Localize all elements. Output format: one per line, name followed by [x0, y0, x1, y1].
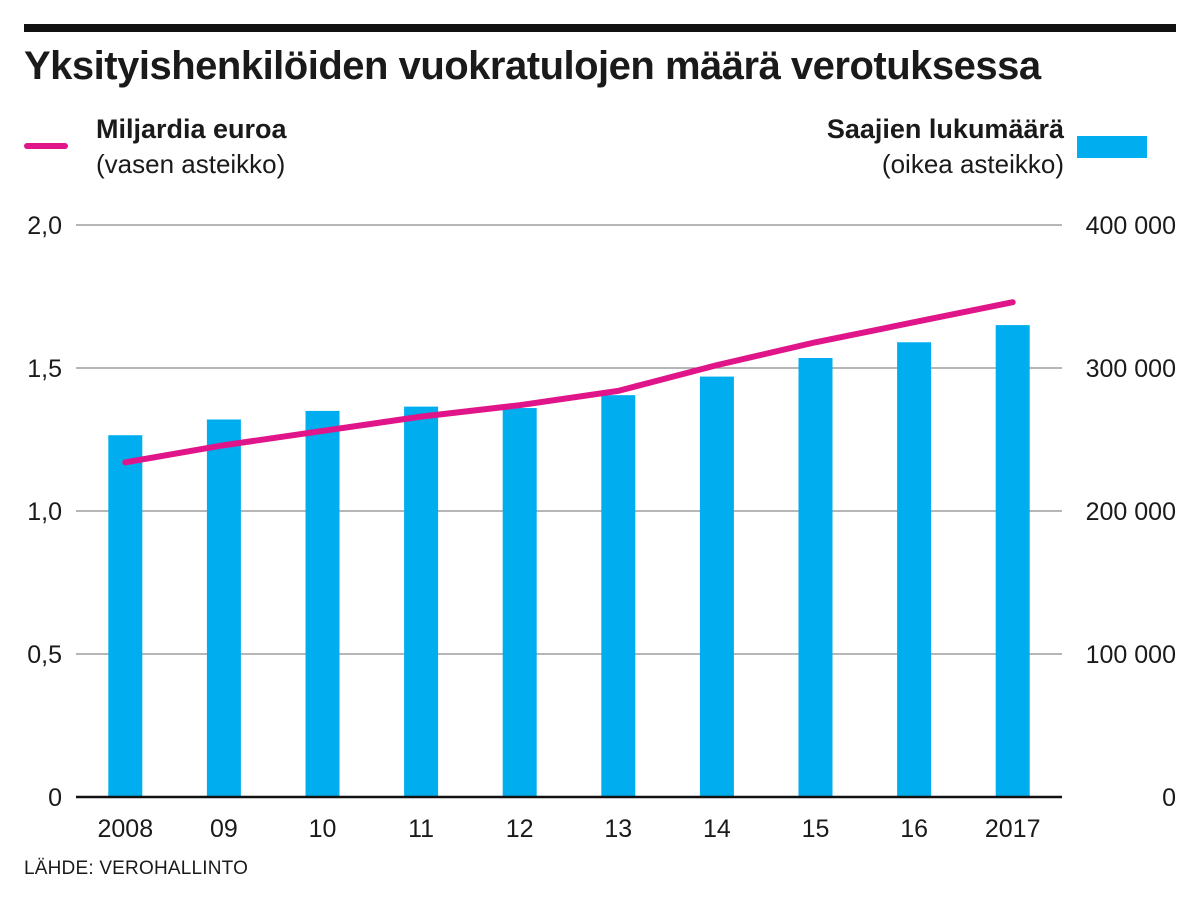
right-axis-tick-label: 200 000 [1086, 498, 1176, 526]
left-axis-tick-label: 2,0 [27, 212, 62, 240]
x-axis-tick-label: 16 [900, 815, 928, 843]
bar [206, 419, 241, 797]
legend-left-name: Miljardia euroa [96, 114, 287, 144]
source-note: LÄHDE: VEROHALLINTO [24, 858, 249, 879]
left-axis-tick-label: 0 [48, 784, 62, 812]
series-line [122, 299, 1016, 466]
top-rule [24, 24, 1176, 32]
x-axis-tick-label: 13 [604, 815, 632, 843]
bar [108, 435, 143, 797]
bar [305, 410, 340, 797]
left-axis-tick-label: 0,5 [27, 641, 62, 669]
bar [798, 357, 833, 797]
x-axis-tick-label: 11 [408, 815, 434, 843]
x-axis-tick-label: 10 [309, 815, 337, 843]
bar [502, 408, 537, 797]
x-axis-tick-label: 2017 [985, 815, 1041, 843]
bar [897, 342, 932, 797]
x-axis-tick-label: 2008 [97, 815, 153, 843]
bar [995, 325, 1030, 797]
left-axis-tick-label: 1,0 [27, 498, 62, 526]
chart-title: Yksityishenkilöiden vuokratulojen määrä … [24, 44, 1041, 88]
legend-right-name: Saajien lukumäärä [826, 114, 1064, 144]
bar [404, 406, 439, 797]
right-axis-tick-label: 400 000 [1086, 212, 1176, 240]
bar [699, 376, 734, 797]
x-axis-tick-label: 14 [703, 815, 731, 843]
legend-bar-swatch [1077, 136, 1147, 158]
legend-line-swatch [24, 143, 68, 149]
legend-left-note: (vasen asteikko) [96, 149, 286, 179]
right-axis-tick-label: 100 000 [1086, 641, 1176, 669]
legend-right: Saajien lukumäärä (oikea asteikko) [827, 112, 1064, 182]
right-axis-tick-label: 300 000 [1086, 355, 1176, 383]
legend-left: Miljardia euroa (vasen asteikko) [96, 112, 287, 182]
legend-right-note: (oikea asteikko) [881, 149, 1064, 179]
left-axis-tick-label: 1,5 [27, 355, 62, 383]
x-axis-tick-label: 15 [802, 815, 830, 843]
right-axis-tick-label: 0 [1162, 784, 1176, 812]
bar [601, 395, 636, 797]
x-axis-tick-label: 12 [506, 815, 534, 843]
x-axis-tick-label: 09 [210, 815, 238, 843]
